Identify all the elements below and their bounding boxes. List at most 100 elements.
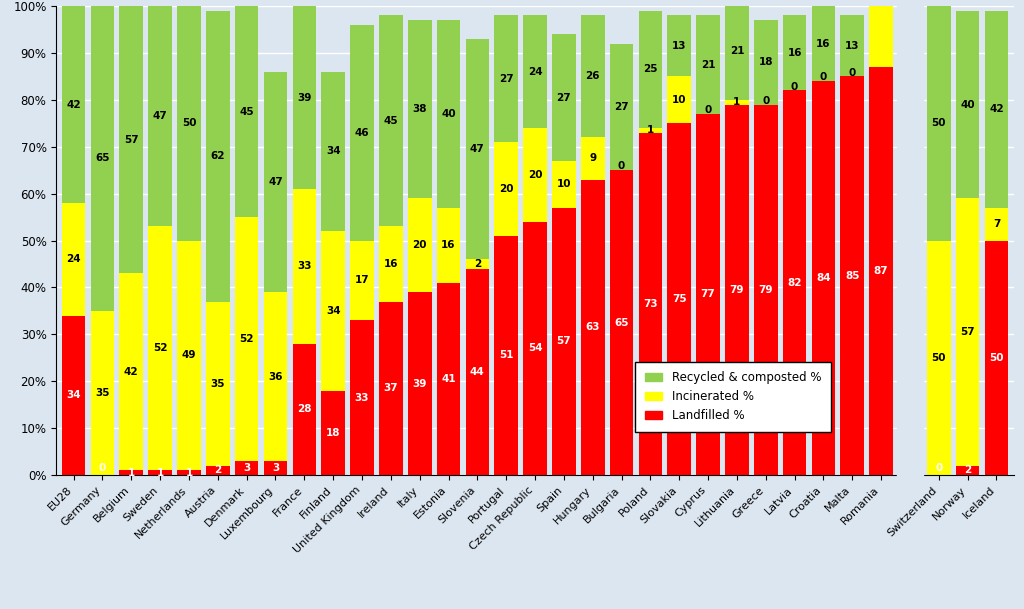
- Text: 42: 42: [989, 104, 1004, 114]
- Bar: [263, 292, 288, 461]
- Text: 17: 17: [354, 275, 370, 286]
- Text: 41: 41: [441, 374, 456, 384]
- Bar: [148, 470, 172, 475]
- Text: 85: 85: [845, 271, 859, 281]
- Text: 84: 84: [816, 273, 830, 283]
- Text: 34: 34: [326, 306, 341, 316]
- Text: 18: 18: [326, 428, 340, 438]
- Bar: [495, 15, 518, 142]
- Bar: [148, 6, 172, 227]
- Text: 20: 20: [413, 240, 427, 250]
- Text: 35: 35: [211, 379, 225, 389]
- Text: 39: 39: [413, 379, 427, 389]
- Bar: [668, 15, 691, 77]
- Bar: [495, 142, 518, 236]
- Text: 33: 33: [297, 261, 311, 272]
- Bar: [177, 6, 201, 241]
- Bar: [782, 91, 807, 475]
- Text: 24: 24: [527, 67, 543, 77]
- Text: 45: 45: [240, 107, 254, 116]
- Text: 45: 45: [384, 116, 398, 126]
- Text: 47: 47: [268, 177, 283, 187]
- Bar: [466, 269, 489, 475]
- Text: 9: 9: [589, 153, 596, 163]
- Bar: [466, 39, 489, 259]
- Text: 0: 0: [99, 463, 106, 473]
- Text: 10: 10: [672, 95, 686, 105]
- Text: 40: 40: [441, 109, 456, 119]
- Text: 65: 65: [95, 153, 110, 163]
- Bar: [985, 208, 1009, 241]
- Bar: [408, 20, 431, 199]
- Text: 20: 20: [527, 170, 543, 180]
- Text: 52: 52: [240, 334, 254, 344]
- Text: 0: 0: [849, 68, 856, 78]
- Text: 21: 21: [730, 46, 744, 55]
- Bar: [408, 292, 431, 475]
- Bar: [869, 0, 893, 67]
- Bar: [379, 227, 402, 301]
- Bar: [754, 105, 777, 475]
- Text: 38: 38: [413, 104, 427, 114]
- Text: 27: 27: [614, 102, 629, 112]
- Bar: [985, 11, 1009, 208]
- Text: 27: 27: [557, 93, 571, 102]
- Text: 26: 26: [586, 71, 600, 82]
- Bar: [91, 6, 115, 311]
- Text: 16: 16: [787, 48, 802, 58]
- Bar: [495, 236, 518, 475]
- Bar: [148, 227, 172, 470]
- Bar: [408, 199, 431, 292]
- Bar: [436, 208, 461, 283]
- Bar: [523, 128, 547, 222]
- Bar: [897, 0, 924, 484]
- Bar: [955, 11, 979, 199]
- Text: 16: 16: [384, 259, 398, 269]
- Bar: [581, 15, 604, 138]
- Text: 0: 0: [617, 161, 626, 172]
- Text: 87: 87: [873, 266, 889, 276]
- Text: 25: 25: [643, 65, 657, 74]
- Text: 20: 20: [499, 184, 513, 194]
- Bar: [668, 124, 691, 475]
- Text: 65: 65: [614, 318, 629, 328]
- Text: 50: 50: [181, 118, 197, 128]
- Bar: [350, 25, 374, 241]
- Bar: [293, 343, 316, 475]
- Bar: [668, 77, 691, 124]
- Text: 27: 27: [499, 74, 513, 84]
- Bar: [869, 67, 893, 475]
- Text: 34: 34: [67, 390, 81, 400]
- Text: 73: 73: [643, 299, 657, 309]
- Text: 36: 36: [268, 371, 283, 382]
- Bar: [379, 15, 402, 227]
- Text: 42: 42: [124, 367, 138, 377]
- Text: 52: 52: [153, 343, 167, 353]
- Text: 34: 34: [326, 146, 341, 157]
- Text: 24: 24: [67, 255, 81, 264]
- Bar: [436, 283, 461, 475]
- Bar: [812, 81, 836, 475]
- Text: 28: 28: [297, 404, 311, 414]
- Bar: [120, 470, 143, 475]
- Bar: [581, 138, 604, 180]
- Bar: [436, 20, 461, 208]
- Bar: [955, 466, 979, 475]
- Bar: [322, 231, 345, 390]
- Bar: [782, 15, 807, 91]
- Text: 33: 33: [354, 393, 370, 403]
- Text: 1: 1: [733, 97, 740, 107]
- Bar: [263, 72, 288, 292]
- Text: 1: 1: [647, 125, 654, 135]
- Bar: [725, 1, 749, 100]
- Bar: [696, 114, 720, 475]
- Bar: [812, 6, 836, 81]
- Text: 54: 54: [527, 343, 543, 353]
- Bar: [206, 11, 229, 301]
- Text: 13: 13: [845, 41, 859, 51]
- Bar: [120, 273, 143, 470]
- Text: 51: 51: [499, 350, 513, 361]
- Bar: [293, 6, 316, 189]
- Text: 50: 50: [932, 118, 946, 128]
- Text: 1: 1: [128, 468, 135, 477]
